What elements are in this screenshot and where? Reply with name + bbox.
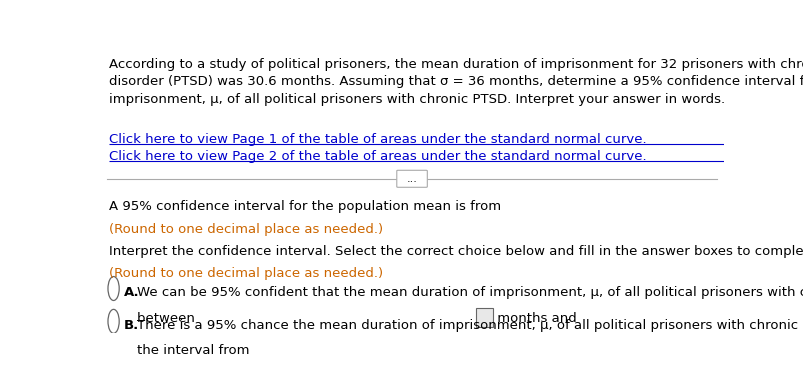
Text: Click here to view Page 2 of the table of areas under the standard normal curve.: Click here to view Page 2 of the table o…	[108, 150, 646, 163]
Text: Interpret the confidence interval. Select the correct choice below and fill in t: Interpret the confidence interval. Selec…	[108, 245, 803, 258]
Text: (Round to one decimal place as needed.): (Round to one decimal place as needed.)	[108, 223, 382, 236]
Text: (Round to one decimal place as needed.): (Round to one decimal place as needed.)	[108, 267, 382, 280]
Text: months and: months and	[492, 312, 581, 325]
Text: the interval from: the interval from	[137, 344, 253, 358]
Text: We can be 95% confident that the mean duration of imprisonment, μ, of all politi: We can be 95% confident that the mean du…	[137, 286, 803, 299]
Text: between: between	[137, 312, 198, 325]
Text: A 95% confidence interval for the population mean is from: A 95% confidence interval for the popula…	[108, 200, 504, 213]
Text: ...: ...	[406, 174, 417, 184]
Text: Click here to view Page 1 of the table of areas under the standard normal curve.: Click here to view Page 1 of the table o…	[108, 133, 646, 146]
FancyBboxPatch shape	[397, 170, 426, 187]
Text: There is a 95% chance the mean duration of imprisonment, μ, of all political pri: There is a 95% chance the mean duration …	[137, 319, 803, 332]
Text: A.: A.	[124, 286, 140, 299]
FancyBboxPatch shape	[475, 308, 492, 327]
Text: B.: B.	[124, 319, 139, 332]
Text: According to a study of political prisoners, the mean duration of imprisonment f: According to a study of political prison…	[108, 58, 803, 106]
